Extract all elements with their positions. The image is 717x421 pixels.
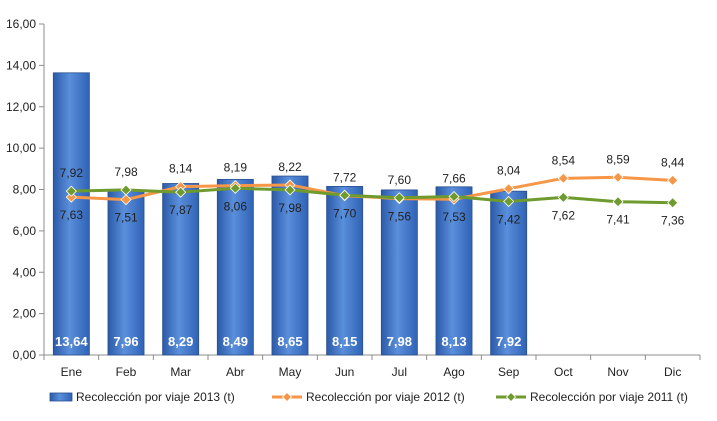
line-data-label: 8,22 [278,160,302,174]
bar-series [52,72,528,356]
y-tick-label: 2,00 [13,307,37,321]
bar-data-label: 13,64 [55,334,88,349]
bar-data-label: 8,49 [223,334,248,349]
bar [435,186,473,356]
bar-data-label: 8,29 [168,334,193,349]
line-data-label: 7,41 [606,213,630,227]
line-data-label: 7,62 [552,208,576,222]
series-point [667,197,679,209]
x-tick-label: Jul [392,365,407,379]
bar-data-label: 8,15 [332,334,357,349]
series-point [612,171,624,183]
series-point [557,191,569,203]
line-data-label: 7,42 [497,212,521,226]
series-point [503,195,515,208]
x-axis: Ene Feb Mar Abr May Jun Jul Ago Sep Oct Nov Dic [43,354,701,379]
y-tick-label: 14,00 [6,58,36,72]
series-point [65,185,77,197]
line-data-label: 7,36 [661,214,685,228]
data-labels: 13,64 7,96 8,29 8,49 8,65 8,15 7,98 8,13 7,92 7,9… [55,152,685,349]
series-point [284,184,296,196]
line-data-label: 8,54 [552,153,576,167]
series-point [393,192,405,204]
series-point [120,194,132,206]
series-point [557,172,569,184]
line-data-label: 7,66 [442,172,466,186]
series-line [71,186,673,205]
bar-data-label: 7,98 [387,334,412,349]
legend-swatch [49,392,73,402]
line-data-label: 8,44 [661,155,685,169]
line-data-label: 8,19 [224,161,248,175]
y-axis: 0,00 2,00 4,00 6,00 8,00 10,00 12,00 14,00 16,00 [6,17,45,362]
bar [490,190,528,356]
bar [271,175,309,356]
bar-data-label: 7,96 [113,334,138,349]
line-series [65,171,679,209]
line-data-label: 7,51 [114,211,138,225]
line-data-label: 7,70 [333,207,357,221]
bar-data-label: 8,65 [277,334,302,349]
y-tick-label: 4,00 [13,265,37,279]
series-point [612,196,624,208]
x-tick-label: Mar [170,365,191,379]
line-data-label: 8,59 [606,152,630,166]
x-tick-label: Feb [116,365,137,379]
line-data-label: 7,98 [114,165,138,179]
y-tick-label: 16,00 [6,17,36,31]
y-tick-label: 6,00 [13,224,37,238]
y-tick-label: 0,00 [13,348,37,362]
legend-marker [281,391,293,403]
y-tick-label: 8,00 [13,183,37,197]
legend: Recolección por viaje 2013 (t) Recolecció… [49,390,688,404]
bar-data-label: 7,92 [496,334,521,349]
line-data-label: 7,72 [333,170,357,184]
line-data-label: 8,14 [169,162,193,176]
bar [216,178,254,356]
x-tick-label: Nov [607,365,628,379]
series-point [175,186,187,198]
x-tick-label: Jun [335,365,354,379]
bar [380,189,418,356]
line-data-label: 7,60 [388,173,412,187]
series-point [339,189,351,201]
line-data-label: 8,06 [224,199,248,213]
line-data-label: 7,53 [442,210,466,224]
x-tick-label: Abr [226,365,245,379]
legend-label: Recolección por viaje 2013 (t) [76,390,235,404]
x-tick-label: Ago [443,365,465,379]
line-data-label: 7,56 [388,210,412,224]
series-point [65,191,77,203]
line-data-label: 7,92 [60,166,84,180]
series-point [229,182,241,194]
x-tick-label: Ene [61,365,83,379]
legend-label: Recolección por viaje 2011 (t) [530,390,688,404]
x-tick-label: Sep [498,365,520,379]
series-point [120,184,132,196]
bar-data-label: 8,13 [441,334,466,349]
series-point [448,190,460,203]
y-tick-label: 10,00 [6,141,36,155]
legend-label: Recolección por viaje 2012 (t) [306,390,465,404]
bar [52,72,90,356]
line-data-label: 7,63 [60,208,84,222]
series-point [503,183,515,195]
bar [107,189,145,356]
x-tick-label: May [279,365,302,379]
legend-marker [505,391,517,403]
x-tick-label: Dic [664,365,681,379]
line-data-label: 7,87 [169,203,193,217]
series-point [667,174,679,186]
y-tick-label: 12,00 [6,100,36,114]
x-tick-label: Oct [554,365,573,379]
line-data-label: 8,04 [497,164,521,178]
line-data-label: 7,98 [278,201,302,215]
bar [326,185,364,356]
